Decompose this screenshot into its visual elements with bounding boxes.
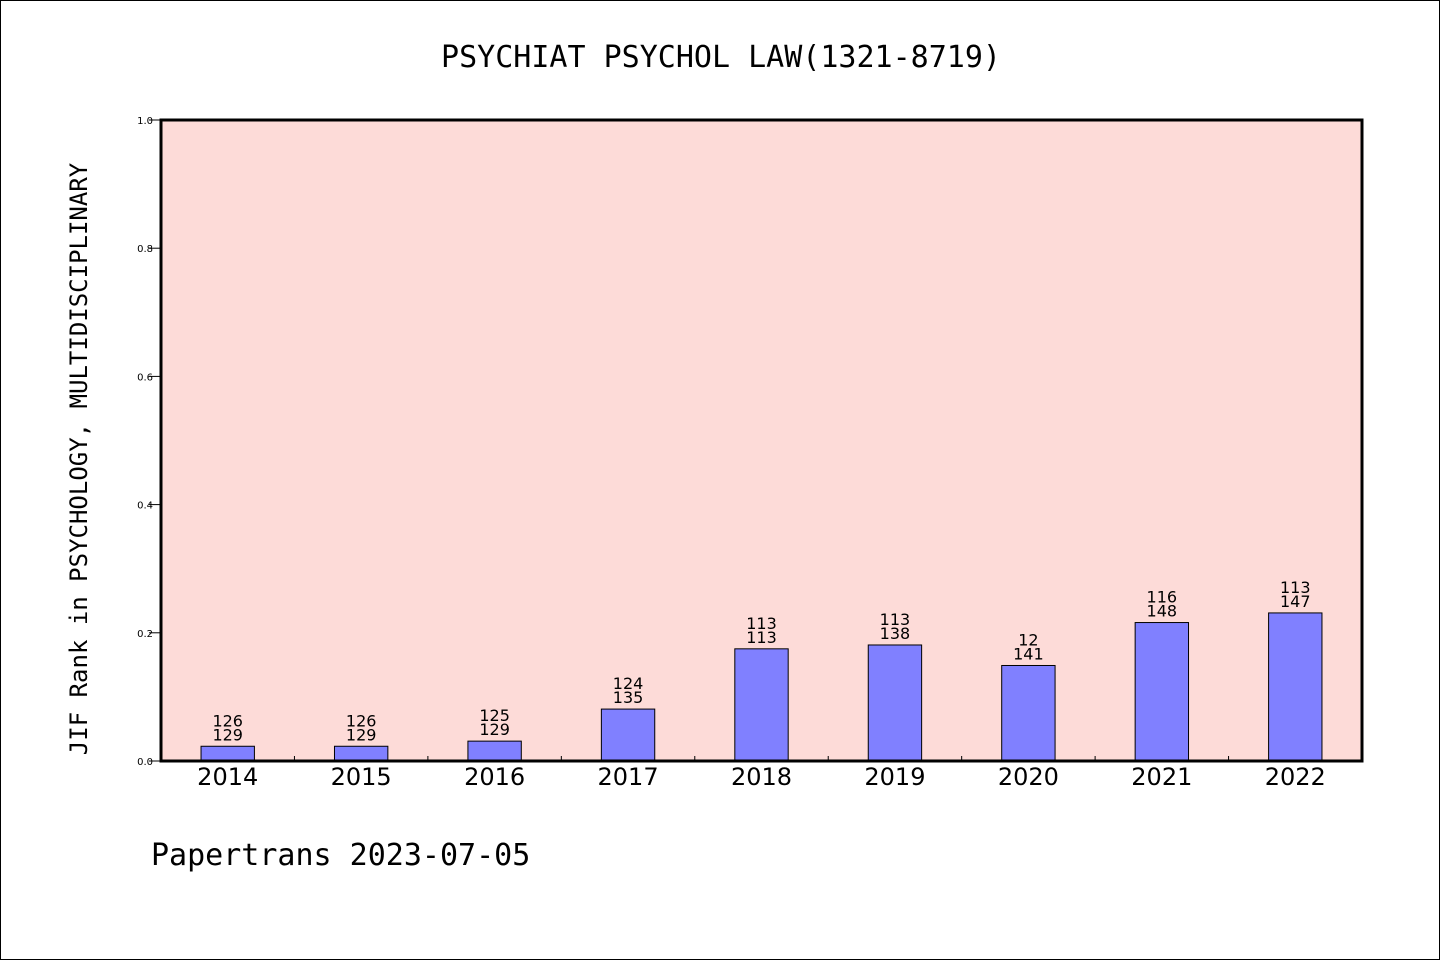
bar-2021 (1134, 622, 1190, 762)
bar-2018 (734, 648, 789, 762)
bar-label-rank: 126 (346, 711, 377, 730)
x-tick-label: 2019 (864, 763, 925, 791)
y-tick-label: 0.2 (137, 629, 153, 640)
chart-title: PSYCHIAT PSYCHOL LAW(1321-8719) (441, 40, 1001, 75)
x-tick-label: 2020 (998, 763, 1059, 791)
bar-2015 (333, 745, 389, 762)
bar-label-rank: 113 (880, 610, 911, 629)
footer-watermark: Papertrans 2023-07-05 (151, 838, 530, 873)
x-tick-label: 2017 (598, 763, 659, 791)
x-axis: 2014 2015 2016 2017 2018 2019 2020 2021 2022 (197, 756, 1326, 791)
bar-label-rank: 125 (479, 706, 510, 725)
bar-2019 (867, 644, 923, 762)
y-tick-label: 1.0 (137, 116, 153, 127)
bar-label-total: 141 (1013, 644, 1044, 663)
bar-2016 (467, 740, 522, 762)
y-tick-label: 0.8 (137, 244, 153, 255)
y-tick-label: 0.0 (137, 757, 153, 768)
bar-label-rank: 124 (613, 674, 644, 693)
bar-label-total: 135 (613, 688, 644, 707)
x-tick-label: 2014 (197, 763, 258, 791)
x-tick-label: 2021 (1131, 763, 1192, 791)
bar-label-total: 129 (479, 720, 510, 739)
bar-label-rank: 12 (1018, 630, 1038, 649)
y-tick-label: 0.6 (137, 372, 153, 383)
x-tick-label: 2022 (1265, 763, 1326, 791)
bar-label-rank: 113 (1280, 578, 1311, 597)
bar-label-total: 129 (346, 725, 377, 744)
x-tick-label: 2018 (731, 763, 792, 791)
x-tick-label: 2016 (464, 763, 525, 791)
y-axis: 0.0 0.2 0.4 0.6 0.8 1.0 (137, 116, 161, 768)
plot-border (159, 118, 1364, 763)
bar-2022 (1268, 612, 1323, 762)
bar-label-rank: 126 (212, 711, 243, 730)
y-tick-label: 0.4 (137, 501, 153, 512)
bar-label-rank: 113 (746, 614, 777, 633)
bar-label-total: 148 (1147, 602, 1178, 621)
y-axis-label: JIF Rank in PSYCHOLOGY, MULTIDISCIPLINAR… (65, 162, 93, 755)
bar-label-total: 113 (746, 628, 777, 647)
x-tick-label: 2015 (331, 763, 392, 791)
bar-2014 (200, 745, 255, 762)
bar-2020 (1001, 664, 1056, 762)
bar-2017 (600, 708, 656, 762)
bar-label-total: 129 (212, 725, 243, 744)
bar-label-total: 138 (880, 624, 911, 643)
bar-label-rank: 116 (1147, 588, 1178, 607)
bar-label-total: 147 (1280, 592, 1311, 611)
